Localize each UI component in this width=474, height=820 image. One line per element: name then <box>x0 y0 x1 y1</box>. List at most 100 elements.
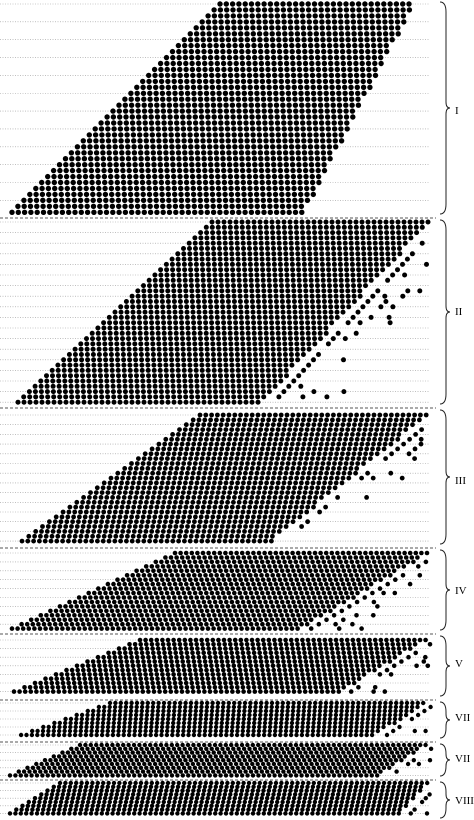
dot <box>300 341 306 347</box>
dot <box>181 261 187 267</box>
dot <box>280 555 286 560</box>
dot <box>104 495 110 500</box>
dot <box>397 427 403 432</box>
dot <box>272 470 277 476</box>
dot <box>244 304 250 310</box>
dot <box>350 272 356 278</box>
dot <box>384 240 390 246</box>
dot <box>259 261 265 267</box>
dot <box>387 1 393 7</box>
dot <box>90 341 96 347</box>
dot <box>342 555 347 560</box>
dot <box>167 446 172 452</box>
dot <box>229 427 235 432</box>
dot <box>206 132 212 138</box>
dot <box>164 389 170 395</box>
dot <box>173 108 179 114</box>
dot <box>38 389 44 395</box>
dot <box>315 432 320 437</box>
dot <box>150 336 155 342</box>
dot <box>58 621 64 627</box>
dot <box>321 293 327 299</box>
dot <box>266 470 271 476</box>
dot <box>187 37 194 43</box>
dot <box>212 389 218 395</box>
dot <box>319 132 326 138</box>
dot <box>231 126 237 132</box>
dot <box>241 533 246 539</box>
dot <box>148 309 154 315</box>
dot <box>252 427 258 432</box>
dot <box>233 219 239 225</box>
dot <box>224 617 230 623</box>
dot <box>149 320 155 326</box>
dot <box>273 96 279 102</box>
dot <box>91 529 97 534</box>
dot <box>211 357 217 363</box>
dot <box>321 559 327 565</box>
dot <box>240 568 246 574</box>
dot <box>255 412 261 418</box>
dot <box>155 330 161 336</box>
dot <box>44 383 50 389</box>
dot <box>153 191 159 198</box>
dot <box>216 461 221 466</box>
dot <box>259 529 265 534</box>
dot <box>299 422 305 428</box>
dot <box>203 573 208 578</box>
dot <box>270 533 275 539</box>
dot <box>149 325 155 331</box>
dot <box>213 555 219 560</box>
dot <box>170 54 176 61</box>
dot <box>267 595 272 600</box>
dot <box>324 235 330 241</box>
dot <box>213 399 219 405</box>
dot <box>250 126 256 132</box>
dot <box>182 427 188 432</box>
dot <box>222 595 227 600</box>
dot <box>218 120 224 126</box>
dot <box>257 37 263 43</box>
dot <box>40 203 46 209</box>
dot <box>388 25 395 31</box>
dot <box>141 299 147 304</box>
dot <box>237 417 243 423</box>
dot <box>292 509 298 515</box>
dot <box>258 533 264 539</box>
dot <box>224 7 230 13</box>
dot <box>237 470 243 476</box>
dot <box>247 555 252 560</box>
dot <box>218 568 223 574</box>
dot <box>211 256 217 262</box>
dot <box>55 613 60 618</box>
dot <box>174 132 181 138</box>
dot <box>332 461 337 466</box>
dot <box>171 394 177 400</box>
dot <box>321 283 326 289</box>
dot <box>299 7 305 13</box>
dot <box>326 267 332 273</box>
dot <box>210 209 217 215</box>
dot <box>153 293 159 299</box>
dot <box>177 72 183 79</box>
dot <box>224 599 229 605</box>
dot <box>319 251 325 257</box>
dot <box>205 19 212 25</box>
dot <box>342 96 349 102</box>
dot <box>106 514 111 520</box>
dot <box>100 599 106 605</box>
dot <box>296 599 302 605</box>
dot <box>244 132 250 138</box>
dot <box>352 446 358 452</box>
dot <box>333 456 338 461</box>
dot <box>407 219 413 225</box>
dot <box>64 519 70 525</box>
dot <box>290 277 296 283</box>
dot <box>212 25 218 31</box>
dot <box>182 389 188 395</box>
dot <box>156 568 162 574</box>
dot <box>351 31 357 37</box>
dot <box>156 138 162 144</box>
dot <box>184 599 190 605</box>
dot <box>259 185 266 192</box>
